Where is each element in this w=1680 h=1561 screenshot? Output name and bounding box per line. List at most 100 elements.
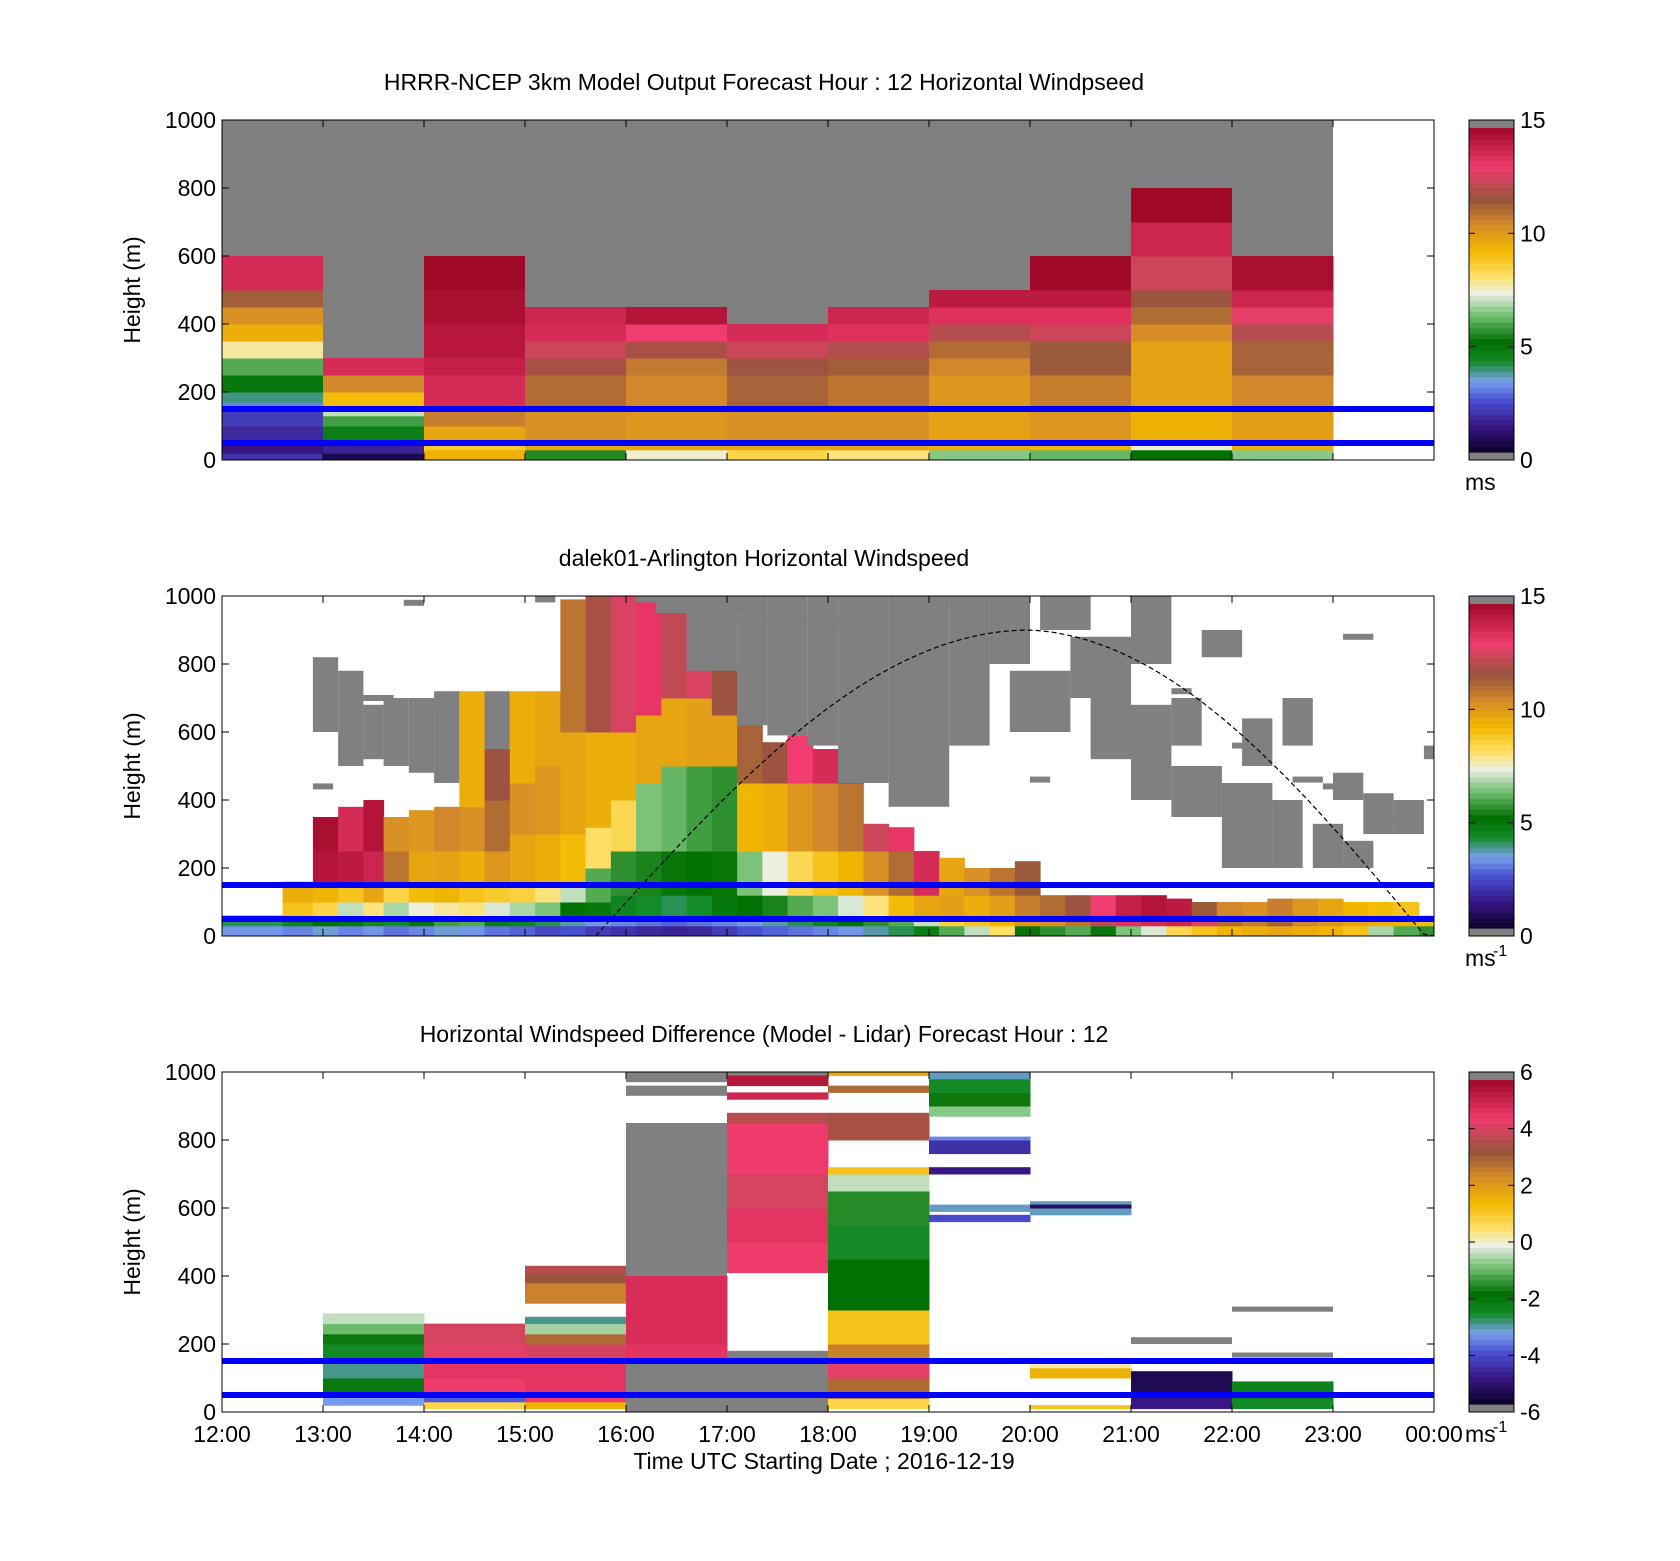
heatmap-cell — [989, 925, 1016, 937]
no-data-cell — [1232, 1352, 1333, 1358]
colorbar-segment — [1469, 1204, 1514, 1211]
heatmap-cell — [312, 902, 339, 917]
heatmap-cell — [626, 307, 728, 325]
heatmap-cell — [424, 426, 526, 441]
no-data-cell — [1030, 776, 1051, 783]
no-data-cell — [484, 691, 510, 749]
heatmap-cell — [812, 783, 839, 852]
colorbar-segment — [1469, 620, 1514, 627]
colorbar-segment — [1469, 344, 1514, 350]
heatmap-cell — [939, 895, 965, 917]
heatmap-cell — [338, 925, 364, 937]
colorbar-segment — [1469, 771, 1514, 778]
heatmap-cell — [929, 324, 1031, 342]
colorbar-segment — [1469, 658, 1514, 664]
heatmap-cell — [888, 895, 915, 917]
colorbar-segment — [1469, 1333, 1514, 1340]
no-data-cell — [535, 596, 556, 603]
heatmap-cell — [535, 925, 561, 937]
heatmap-cell — [222, 426, 324, 441]
heatmap-cell — [863, 925, 890, 937]
y-tick-label: 1000 — [165, 107, 216, 133]
colorbar-segment — [1469, 1225, 1514, 1232]
colorbar-segment — [1469, 1215, 1514, 1221]
colorbar-segment — [1469, 825, 1514, 832]
colorbar-segment — [1469, 1155, 1514, 1162]
colorbar-segment — [1469, 1166, 1514, 1173]
colorbar-segment — [1469, 1323, 1514, 1329]
heatmap-cell — [222, 925, 284, 937]
no-data-cell — [1131, 120, 1232, 188]
no-data-cell — [898, 599, 919, 606]
panel-model-colorbar: 0 5 10 15 ms — [1465, 107, 1546, 495]
no-data-cell — [949, 596, 990, 746]
no-data-cell — [1232, 120, 1333, 256]
colorbar-tick-label: 0 — [1520, 447, 1533, 473]
no-data-cell — [363, 695, 394, 701]
heatmap-cell — [525, 409, 627, 441]
x-tick-label: 22:00 — [1203, 1421, 1261, 1447]
heatmap-cell — [484, 851, 511, 883]
heatmap-cell — [929, 1078, 1031, 1093]
panel-lidar-plot: 0 200 400 600 800 1000 — [165, 583, 1435, 949]
heatmap-cell — [1317, 898, 1344, 917]
no-data-cell — [838, 596, 889, 783]
heatmap-cell — [1030, 1405, 1132, 1410]
heatmap-cell — [686, 925, 713, 937]
y-tick-label: 800 — [178, 175, 216, 201]
no-data-cell — [787, 620, 808, 627]
heatmap-cell — [1131, 449, 1233, 461]
heatmap-cell — [1216, 925, 1243, 937]
no-data-cell — [323, 120, 424, 358]
colorbar-segment — [1469, 1231, 1514, 1238]
heatmap-cell — [686, 851, 713, 896]
heatmap-cell — [363, 902, 385, 917]
heatmap-cell — [686, 895, 713, 917]
no-data-cell — [1171, 688, 1192, 695]
heatmap-cell — [929, 1204, 1031, 1212]
no-data-cell — [767, 596, 808, 736]
heatmap-cell — [989, 868, 1016, 896]
heatmap-cell — [525, 358, 627, 376]
y-tick-label: 600 — [178, 719, 216, 745]
heatmap-cell — [661, 851, 688, 896]
colorbar-segment — [1469, 1252, 1514, 1259]
y-tick-label: 600 — [178, 1195, 216, 1221]
colorbar-segment — [1469, 155, 1514, 161]
colorbar-segment — [1469, 663, 1514, 670]
heatmap-cell — [525, 1361, 627, 1393]
heatmap-cell — [484, 925, 511, 937]
heatmap-cell — [929, 1140, 1031, 1155]
x-axis-label: Time UTC Starting Date ; 2016-12-19 — [633, 1448, 1014, 1474]
heatmap-cell — [1166, 898, 1193, 917]
colorbar-segment — [1469, 349, 1514, 356]
heatmap-cell — [828, 1085, 930, 1093]
heatmap-cell — [222, 324, 324, 342]
heatmap-cell — [939, 857, 965, 896]
colorbar-segment — [1469, 387, 1514, 394]
no-data-cell — [312, 657, 339, 732]
colorbar-segment — [1469, 128, 1514, 134]
heatmap-cell — [913, 895, 940, 917]
colorbar-segment — [1469, 631, 1514, 637]
heatmap-cell — [1343, 925, 1369, 937]
heatmap-cell — [828, 1112, 930, 1141]
colorbar-segment — [1469, 1177, 1514, 1184]
heatmap-cell — [1232, 1398, 1334, 1410]
heatmap-cell — [636, 783, 662, 852]
heatmap-cell — [323, 375, 425, 393]
heatmap-cell — [222, 402, 324, 410]
heatmap-cell — [1232, 409, 1334, 441]
heatmap-cell — [525, 1316, 627, 1325]
panel-model-ylabel: Height (m) — [119, 236, 145, 343]
heatmap-cell — [812, 925, 839, 937]
colorbar-segment — [1469, 609, 1514, 616]
colorbar-segment — [1469, 706, 1514, 713]
colorbar-segment — [1469, 171, 1514, 178]
colorbar-segment — [1469, 641, 1514, 648]
no-data-cell — [1322, 783, 1354, 790]
heatmap-cell — [1232, 256, 1334, 291]
heatmap-cell — [323, 1313, 425, 1325]
no-data-cell — [727, 1072, 828, 1076]
heatmap-cell — [363, 925, 385, 937]
